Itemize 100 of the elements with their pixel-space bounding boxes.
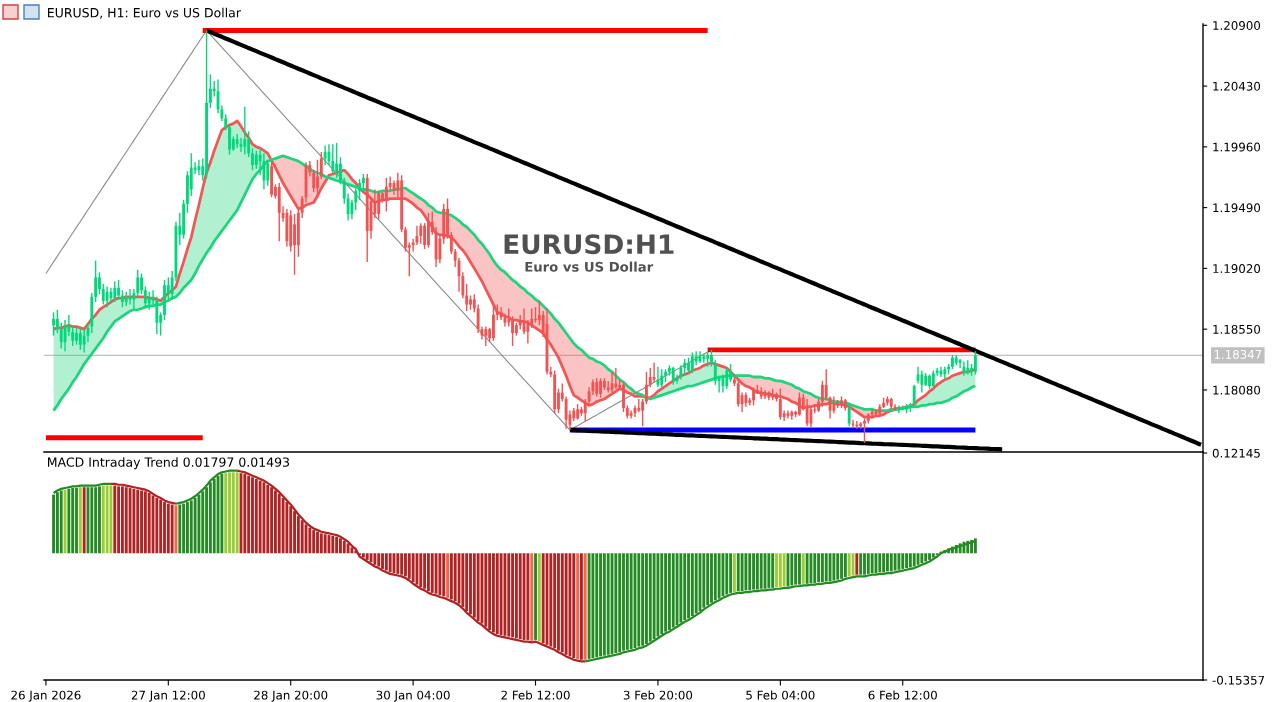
bar [373, 553, 377, 565]
bar [840, 553, 843, 579]
bar [889, 553, 893, 572]
bar [870, 553, 874, 574]
candlestick [419, 222, 423, 245]
bar [499, 553, 503, 635]
bar [820, 553, 824, 583]
bar [155, 497, 159, 554]
bar [782, 553, 786, 587]
bar [266, 484, 270, 554]
bar [511, 553, 515, 638]
bar [212, 478, 216, 554]
bar [495, 553, 499, 635]
bar [140, 490, 143, 554]
candlestick [664, 368, 668, 383]
bar [147, 492, 151, 554]
bar [744, 553, 748, 591]
candlestick [449, 231, 453, 255]
bar [308, 527, 312, 554]
bar [587, 553, 591, 659]
candlestick [671, 365, 675, 386]
bar [560, 553, 564, 653]
bar [404, 553, 407, 577]
bar [882, 553, 886, 573]
bar [755, 553, 759, 590]
bar [905, 553, 908, 569]
candlestick [98, 271, 101, 295]
bar [419, 553, 423, 588]
bar [778, 553, 782, 588]
bar [342, 540, 346, 554]
candlestick [208, 73, 212, 109]
bar [534, 553, 537, 640]
bar [71, 488, 75, 554]
bar [801, 553, 805, 584]
bar [55, 492, 59, 554]
x-tick-label: 6 Feb 12:00 [868, 690, 937, 700]
bar [67, 488, 71, 554]
bar [193, 497, 197, 554]
bar [381, 553, 384, 569]
candlestick [358, 178, 361, 201]
bar [518, 553, 522, 640]
bar [117, 486, 121, 554]
bar [667, 553, 671, 631]
y-tick-label: 1.19490 [1213, 203, 1261, 213]
candlestick [729, 363, 733, 383]
candlestick [78, 325, 82, 351]
bar [277, 493, 281, 554]
bar [339, 538, 342, 554]
candlestick [648, 367, 652, 389]
candlestick [140, 272, 143, 295]
bar [736, 553, 740, 592]
bar [407, 553, 411, 579]
bar [625, 553, 629, 650]
y-tick-label: -0.15357 [1212, 675, 1265, 685]
candlestick [105, 285, 109, 308]
bar [442, 553, 446, 597]
bar [465, 553, 469, 612]
bar [94, 487, 98, 554]
bar [461, 553, 465, 607]
candlestick [339, 156, 342, 186]
bar [901, 553, 905, 569]
bar [113, 485, 117, 554]
bar [132, 488, 136, 554]
x-tick-label: 27 Jan 12:00 [131, 690, 205, 702]
bar [847, 553, 851, 577]
candlestick [962, 360, 966, 377]
bar [549, 553, 553, 647]
bar [591, 553, 595, 659]
bar [656, 553, 660, 637]
bar [855, 553, 859, 575]
candlestick [951, 354, 954, 370]
candlestick [687, 356, 690, 374]
bar [258, 480, 262, 554]
bar [273, 490, 277, 554]
candlestick [55, 309, 59, 334]
bar [98, 486, 101, 554]
bar [254, 478, 258, 554]
bar [832, 553, 836, 581]
bar [411, 553, 415, 583]
bar [824, 553, 828, 582]
bar [641, 553, 645, 646]
bar [886, 553, 889, 572]
candlestick [736, 380, 740, 408]
bar [690, 553, 694, 616]
bar [90, 487, 94, 554]
bar [434, 553, 438, 594]
x-tick-label: 30 Jan 04:00 [376, 690, 450, 702]
bar [247, 475, 251, 554]
candlestick [163, 279, 166, 321]
bar [537, 553, 541, 642]
bar [897, 553, 901, 570]
candlestick [710, 349, 713, 368]
bar [453, 553, 457, 602]
bar [794, 553, 798, 585]
candlestick [59, 321, 63, 350]
bar [813, 553, 817, 583]
bar [599, 553, 602, 657]
bar [484, 553, 488, 627]
bar [208, 482, 212, 554]
candlestick [725, 365, 729, 390]
